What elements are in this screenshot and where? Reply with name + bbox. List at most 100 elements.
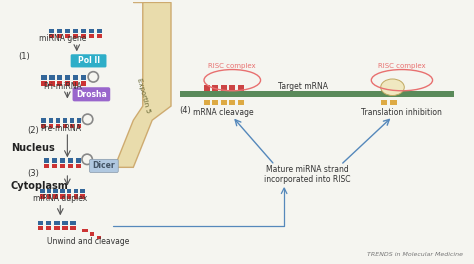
FancyBboxPatch shape xyxy=(62,221,67,225)
FancyBboxPatch shape xyxy=(73,29,78,33)
FancyBboxPatch shape xyxy=(73,34,78,38)
FancyBboxPatch shape xyxy=(40,194,45,199)
FancyBboxPatch shape xyxy=(76,158,81,163)
Text: Cytoplasm: Cytoplasm xyxy=(11,181,69,191)
Text: mRNA cleavage: mRNA cleavage xyxy=(192,107,253,117)
FancyBboxPatch shape xyxy=(76,164,81,168)
FancyBboxPatch shape xyxy=(63,124,67,128)
Text: Pol II: Pol II xyxy=(78,56,100,65)
FancyBboxPatch shape xyxy=(38,221,44,225)
FancyBboxPatch shape xyxy=(49,81,55,86)
FancyBboxPatch shape xyxy=(73,76,78,80)
FancyBboxPatch shape xyxy=(64,29,70,33)
FancyBboxPatch shape xyxy=(60,158,65,163)
FancyBboxPatch shape xyxy=(65,81,70,86)
FancyBboxPatch shape xyxy=(70,221,75,225)
FancyBboxPatch shape xyxy=(54,226,60,229)
FancyBboxPatch shape xyxy=(390,100,397,105)
PathPatch shape xyxy=(115,2,171,167)
Text: Nucleus: Nucleus xyxy=(11,143,55,153)
FancyBboxPatch shape xyxy=(81,29,86,33)
Text: Exportin 5: Exportin 5 xyxy=(136,78,151,114)
FancyBboxPatch shape xyxy=(81,34,86,38)
Text: (4): (4) xyxy=(180,106,191,115)
FancyBboxPatch shape xyxy=(77,124,82,128)
FancyBboxPatch shape xyxy=(46,226,52,229)
FancyBboxPatch shape xyxy=(70,124,74,128)
FancyBboxPatch shape xyxy=(41,118,46,122)
FancyBboxPatch shape xyxy=(48,118,53,122)
FancyBboxPatch shape xyxy=(73,194,78,199)
FancyBboxPatch shape xyxy=(81,188,85,193)
FancyBboxPatch shape xyxy=(89,29,94,33)
FancyBboxPatch shape xyxy=(48,29,54,33)
FancyBboxPatch shape xyxy=(67,194,72,199)
FancyBboxPatch shape xyxy=(41,124,46,128)
Text: Pre-miRNA: Pre-miRNA xyxy=(40,124,81,133)
Text: (1): (1) xyxy=(18,52,30,61)
FancyBboxPatch shape xyxy=(97,236,101,239)
FancyBboxPatch shape xyxy=(90,232,94,236)
FancyBboxPatch shape xyxy=(63,118,67,122)
FancyBboxPatch shape xyxy=(73,188,78,193)
FancyBboxPatch shape xyxy=(60,188,65,193)
FancyBboxPatch shape xyxy=(181,91,454,97)
Text: TRENDS in Molecular Medicine: TRENDS in Molecular Medicine xyxy=(367,252,463,257)
FancyBboxPatch shape xyxy=(64,34,70,38)
FancyBboxPatch shape xyxy=(62,226,67,229)
FancyBboxPatch shape xyxy=(221,100,227,105)
FancyBboxPatch shape xyxy=(54,194,58,199)
FancyBboxPatch shape xyxy=(57,81,63,86)
FancyBboxPatch shape xyxy=(390,85,397,91)
FancyBboxPatch shape xyxy=(81,81,86,86)
FancyBboxPatch shape xyxy=(81,76,86,80)
FancyBboxPatch shape xyxy=(47,194,51,199)
FancyBboxPatch shape xyxy=(204,100,210,105)
FancyBboxPatch shape xyxy=(60,194,65,199)
FancyBboxPatch shape xyxy=(57,76,63,80)
FancyBboxPatch shape xyxy=(229,85,235,91)
FancyBboxPatch shape xyxy=(52,158,57,163)
FancyBboxPatch shape xyxy=(56,29,62,33)
FancyBboxPatch shape xyxy=(68,158,73,163)
Text: Mature miRNA strand
incorporated into RISC: Mature miRNA strand incorporated into RI… xyxy=(264,165,351,184)
Text: Unwind and cleavage: Unwind and cleavage xyxy=(47,237,130,246)
FancyBboxPatch shape xyxy=(54,221,60,225)
FancyBboxPatch shape xyxy=(73,87,110,101)
FancyBboxPatch shape xyxy=(48,124,53,128)
FancyBboxPatch shape xyxy=(77,118,82,122)
Text: Drosha: Drosha xyxy=(76,90,107,99)
FancyBboxPatch shape xyxy=(212,100,218,105)
FancyBboxPatch shape xyxy=(73,81,78,86)
FancyBboxPatch shape xyxy=(82,229,88,232)
Text: Dicer: Dicer xyxy=(92,161,115,171)
FancyBboxPatch shape xyxy=(55,124,60,128)
FancyBboxPatch shape xyxy=(381,100,387,105)
FancyBboxPatch shape xyxy=(89,34,94,38)
FancyBboxPatch shape xyxy=(65,76,70,80)
Text: RISC complex: RISC complex xyxy=(378,63,426,69)
FancyBboxPatch shape xyxy=(71,54,107,67)
Text: Target mRNA: Target mRNA xyxy=(278,82,328,91)
FancyBboxPatch shape xyxy=(38,226,44,229)
FancyBboxPatch shape xyxy=(41,76,46,80)
FancyBboxPatch shape xyxy=(60,164,65,168)
FancyBboxPatch shape xyxy=(47,188,51,193)
FancyBboxPatch shape xyxy=(97,34,102,38)
FancyBboxPatch shape xyxy=(40,188,45,193)
FancyBboxPatch shape xyxy=(204,85,210,91)
Text: miRNA duplex: miRNA duplex xyxy=(33,194,87,203)
FancyBboxPatch shape xyxy=(238,85,244,91)
FancyBboxPatch shape xyxy=(55,118,60,122)
FancyBboxPatch shape xyxy=(44,164,49,168)
FancyBboxPatch shape xyxy=(221,85,227,91)
FancyBboxPatch shape xyxy=(54,188,58,193)
FancyBboxPatch shape xyxy=(67,188,72,193)
FancyBboxPatch shape xyxy=(70,118,74,122)
FancyBboxPatch shape xyxy=(212,85,218,91)
FancyBboxPatch shape xyxy=(49,76,55,80)
FancyBboxPatch shape xyxy=(90,159,118,173)
Text: (2): (2) xyxy=(27,126,39,135)
Text: Translation inhibition: Translation inhibition xyxy=(362,107,442,117)
FancyBboxPatch shape xyxy=(70,226,75,229)
